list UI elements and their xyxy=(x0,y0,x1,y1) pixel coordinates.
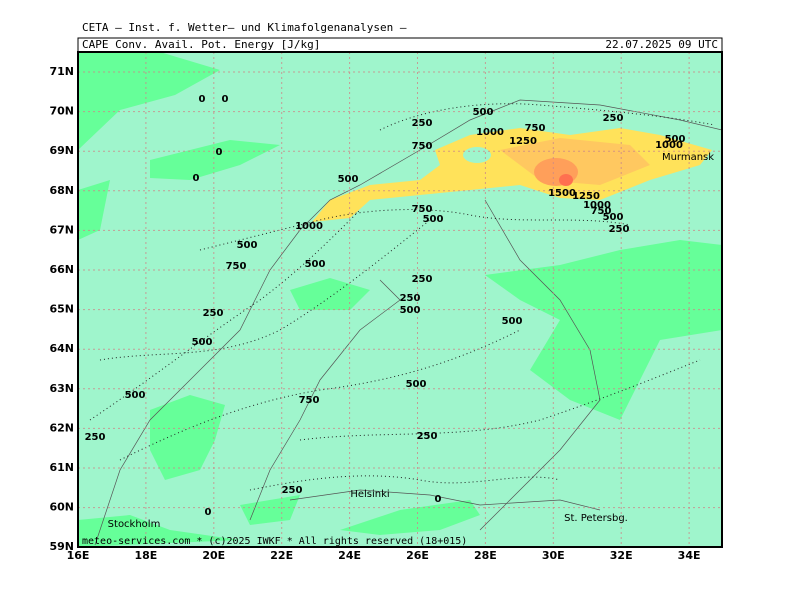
lon-label: 32E xyxy=(610,549,633,562)
city-label: Helsinki xyxy=(350,489,389,500)
contour-label: 500 xyxy=(473,107,494,118)
contour-label: 500 xyxy=(237,240,258,251)
lat-label: 68N xyxy=(49,184,74,197)
contour-label: 500 xyxy=(125,390,146,401)
contour-label: 500 xyxy=(192,337,213,348)
contour-label: 1000 xyxy=(295,221,323,232)
lat-label: 63N xyxy=(49,382,74,395)
city-label: St. Petersbg. xyxy=(564,513,628,524)
border xyxy=(479,199,601,531)
lat-label: 61N xyxy=(49,461,74,474)
contour-label: 750 xyxy=(525,123,546,134)
contour-label: 0 xyxy=(199,94,206,105)
lon-label: 16E xyxy=(67,549,90,562)
lat-label: 59N xyxy=(49,540,74,553)
lon-label: 18E xyxy=(134,549,157,562)
institute: CETA — Inst. f. Wetter— und Klimafolgena… xyxy=(82,21,407,34)
contour-label: 1000 xyxy=(476,127,504,138)
coastline xyxy=(94,99,722,546)
lon-label: 20E xyxy=(202,549,225,562)
isoline xyxy=(299,359,701,441)
contour-label: 250 xyxy=(603,113,624,124)
copyright: meteo-services.com * (c)2025 IWKF * All … xyxy=(82,536,467,547)
contour-label: 250 xyxy=(400,293,421,304)
contour-label: 500 xyxy=(502,316,523,327)
lon-label: 28E xyxy=(474,549,497,562)
contour-label: 500 xyxy=(305,259,326,270)
contour-label: 500 xyxy=(338,174,359,185)
lat-label: 62N xyxy=(49,421,74,434)
lon-label: 30E xyxy=(542,549,565,562)
cape-area xyxy=(559,174,573,186)
contour-label: 750 xyxy=(299,395,320,406)
contour-label: 250 xyxy=(412,274,433,285)
contour-label: 500 xyxy=(665,134,686,145)
lat-label: 71N xyxy=(49,65,74,78)
land-zone xyxy=(240,495,300,525)
lon-label: 26E xyxy=(406,549,429,562)
map-area: Stockholm Helsinki St. Petersbg. Murmansk 0 0… xyxy=(78,52,722,547)
contour-label: 250 xyxy=(609,224,630,235)
contour-label: 1250 xyxy=(572,191,600,202)
lat-label: 65N xyxy=(49,303,74,316)
isoline xyxy=(379,103,716,131)
isoline xyxy=(89,209,361,421)
lat-label: 60N xyxy=(49,501,74,514)
lon-label: 34E xyxy=(678,549,701,562)
cape-hole xyxy=(463,147,491,163)
contour-label: 250 xyxy=(203,308,224,319)
contour-label: 500 xyxy=(603,212,624,223)
land-zone xyxy=(150,395,225,480)
contour-label: 500 xyxy=(423,214,444,225)
contour-label: 750 xyxy=(226,261,247,272)
valid-time: 22.07.2025 09 UTC xyxy=(605,38,718,51)
contour-label: 250 xyxy=(412,118,433,129)
lat-label: 69N xyxy=(49,144,74,157)
lat-label: 67N xyxy=(49,223,74,236)
contour-label: 750 xyxy=(412,141,433,152)
map-frame xyxy=(77,51,723,548)
contour-label: 0 xyxy=(193,173,200,184)
land-zone xyxy=(150,140,280,180)
coastline xyxy=(289,489,601,511)
contour-label: 0 xyxy=(205,507,212,518)
lon-label: 24E xyxy=(338,549,361,562)
lat-label: 64N xyxy=(49,342,74,355)
lat-label: 66N xyxy=(49,263,74,276)
coastline xyxy=(249,279,401,521)
city-label: Stockholm xyxy=(108,519,161,530)
lon-label: 22E xyxy=(270,549,293,562)
contour-label: 250 xyxy=(417,431,438,442)
land-zone xyxy=(485,240,722,420)
land-zone xyxy=(78,180,110,240)
land-zone xyxy=(78,515,240,547)
contour-label: 250 xyxy=(85,432,106,443)
contour-label: 1000 xyxy=(655,140,683,151)
land-zone xyxy=(340,500,480,535)
contour-label: 1500 xyxy=(548,188,576,199)
contour-label: 0 xyxy=(435,494,442,505)
contour-label: 0 xyxy=(222,94,229,105)
city-label: Murmansk xyxy=(662,152,714,163)
lat-label: 70N xyxy=(49,105,74,118)
contour-label: 750 xyxy=(412,204,433,215)
contour-label: 0 xyxy=(216,147,223,158)
contour-label: 500 xyxy=(406,379,427,390)
contour-label: 1250 xyxy=(509,136,537,147)
contour-label: 250 xyxy=(282,485,303,496)
field-name: CAPE Conv. Avail. Pot. Energy [J/kg] xyxy=(82,38,320,51)
contour-label: 750 xyxy=(591,206,612,217)
contour-label: 1000 xyxy=(583,200,611,211)
land-zone xyxy=(78,52,220,150)
contour-label: 500 xyxy=(400,305,421,316)
